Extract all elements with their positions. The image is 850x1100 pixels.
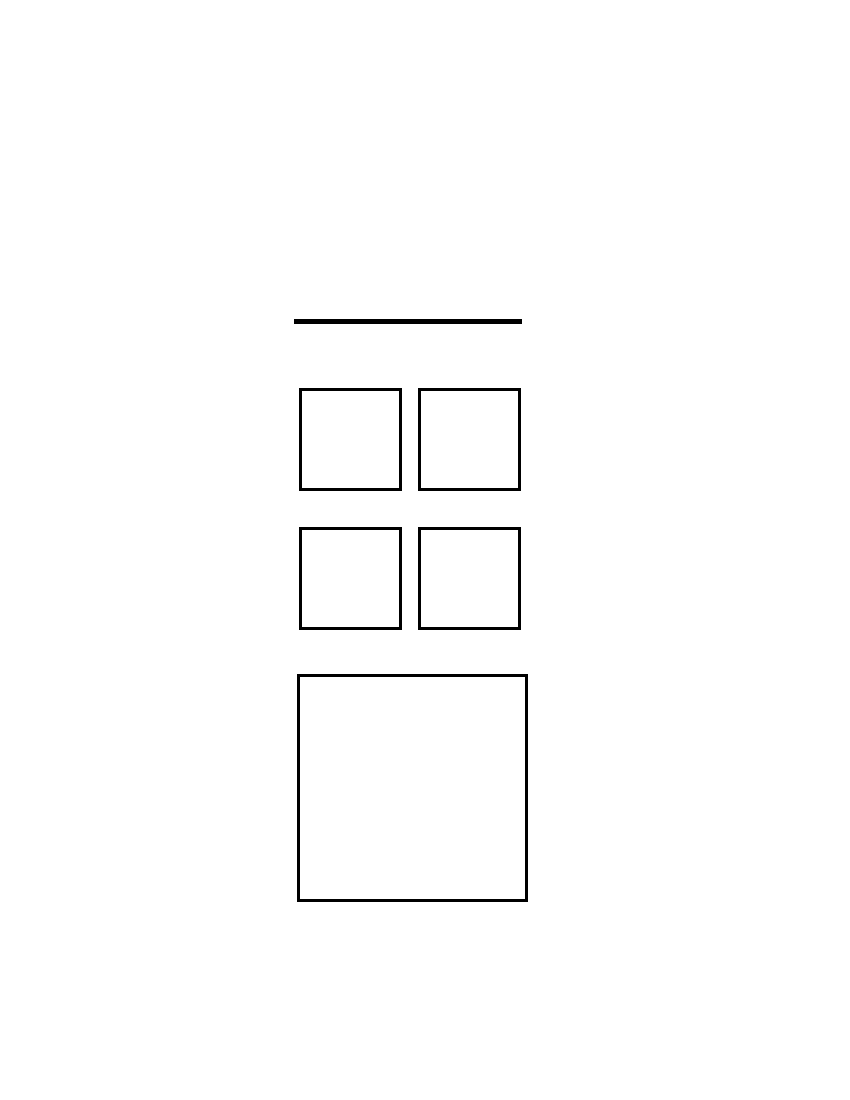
particle-motion-original bbox=[302, 530, 399, 627]
particle-motion-box-corrected bbox=[418, 527, 521, 630]
time-axis-line bbox=[294, 319, 522, 324]
error-surface-plot bbox=[297, 674, 528, 902]
windowed-waveform-box-original bbox=[299, 388, 402, 491]
windowed-waveform-original bbox=[302, 391, 399, 488]
windowed-waveform-corrected bbox=[421, 391, 518, 488]
seismogram-panel bbox=[292, 166, 528, 316]
particle-motion-box-original bbox=[299, 527, 402, 630]
particle-motion-corrected bbox=[421, 530, 518, 627]
error-surface-canvas bbox=[300, 677, 525, 899]
windowed-waveform-box-corrected bbox=[418, 388, 521, 491]
